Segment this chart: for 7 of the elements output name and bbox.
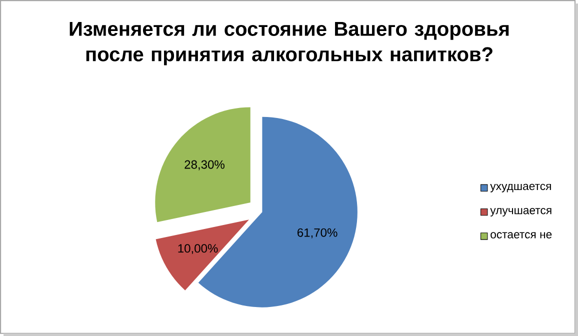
data-label: 10,00% [178,244,218,254]
legend-label: улучшается [490,208,552,216]
data-label: 28,30% [184,160,224,170]
legend-label: ухудшается [490,184,551,192]
data-label: 61,70% [298,228,338,238]
legend-label: остается не [490,232,552,238]
chart-title: Изменяется ли состояние Вашего здоровья после принятия алкогольных напитков? [70,22,509,66]
